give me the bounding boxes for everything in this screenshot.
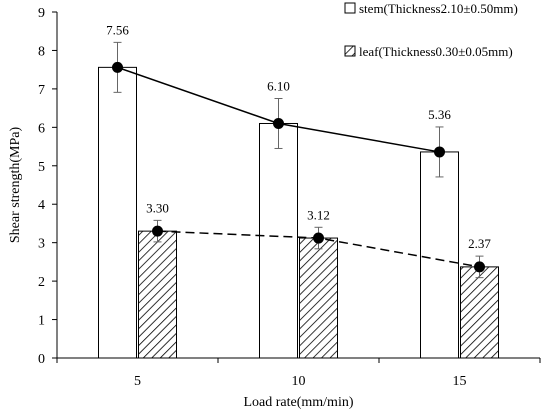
- legend-swatch-stem: [344, 2, 356, 14]
- legend-label-stem: stem(Thickness2.10±0.50mm): [359, 1, 518, 16]
- x-tick-label: 15: [453, 374, 467, 389]
- trend-lines: [112, 61, 485, 273]
- y-tick-label: 0: [38, 352, 45, 367]
- legend-swatch-leaf: [344, 45, 356, 57]
- data-label: 5.36: [428, 107, 451, 122]
- stem-point: [434, 146, 445, 158]
- stem-point: [273, 117, 284, 129]
- y-tick-label: 9: [38, 6, 45, 21]
- y-tick-label: 7: [38, 83, 45, 98]
- x-tick-label: 5: [134, 374, 141, 389]
- data-labels: 7.56 6.10 5.36 3.30 3.12 2.37: [106, 22, 491, 251]
- legend: stem(Thickness2.10±0.50mm) leaf(Thickness…: [344, 1, 518, 59]
- data-label: 6.10: [267, 79, 290, 94]
- leaf-point: [152, 225, 163, 237]
- y-tick-label: 6: [38, 121, 45, 136]
- x-axis-title: Load rate(mm/min): [243, 395, 353, 410]
- stem-bar: [98, 66, 137, 359]
- data-label: 3.12: [307, 207, 330, 222]
- stem-point: [112, 61, 123, 73]
- stem-bar: [259, 122, 298, 359]
- leaf-bar: [138, 230, 177, 359]
- y-tick-label: 3: [38, 237, 45, 252]
- x-tick-label: 10: [292, 374, 306, 389]
- y-tick-label: 1: [38, 314, 45, 329]
- data-label: 2.37: [468, 236, 491, 251]
- leaf-bar: [460, 266, 499, 359]
- data-label: 3.30: [146, 200, 169, 215]
- legend-label-leaf: leaf(Thickness0.30±0.05mm): [359, 44, 513, 59]
- axes: 0 1 2 3 4 5 6 7 8 9 5 10 15 Load rate(mm/min) Shear st…: [8, 6, 541, 410]
- y-tick-label: 8: [38, 44, 45, 59]
- stem-bar: [420, 151, 459, 359]
- leaf-point: [313, 232, 324, 244]
- y-tick-label: 4: [38, 198, 45, 213]
- data-label: 7.56: [106, 22, 129, 37]
- y-axis-title: Shear strength(MPa): [8, 127, 23, 244]
- y-tick-label: 5: [38, 160, 45, 175]
- y-tick-label: 2: [38, 275, 45, 290]
- leaf-bar: [299, 237, 338, 359]
- leaf-point: [474, 261, 485, 273]
